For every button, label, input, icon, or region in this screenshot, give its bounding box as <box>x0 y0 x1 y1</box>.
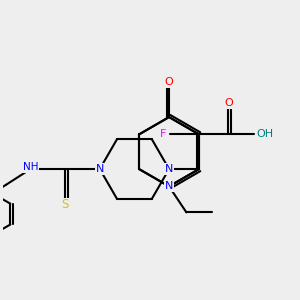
Text: F: F <box>160 129 166 140</box>
Text: N: N <box>165 182 173 191</box>
Text: O: O <box>165 77 173 88</box>
Text: N: N <box>165 164 173 174</box>
Text: OH: OH <box>256 129 273 140</box>
Text: N: N <box>96 164 104 174</box>
Text: NH: NH <box>23 162 38 172</box>
Text: S: S <box>61 198 69 211</box>
Text: O: O <box>224 98 233 108</box>
